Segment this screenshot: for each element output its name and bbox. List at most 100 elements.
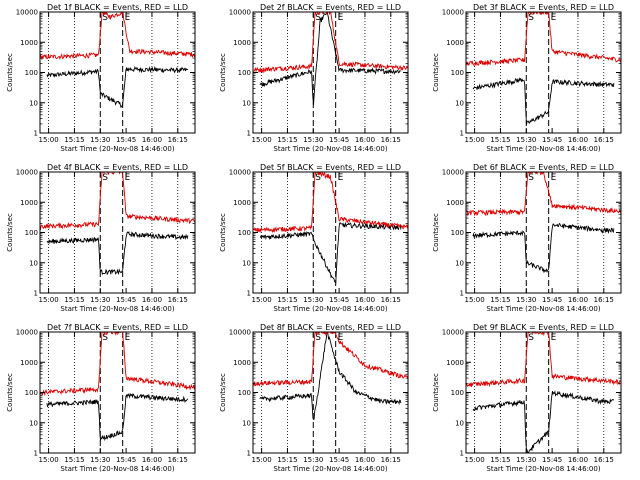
marker-label: E [125, 333, 131, 343]
chart-title: Det 1f BLACK = Events, RED = LLD [47, 3, 188, 12]
marker-label: S [102, 333, 108, 343]
chart-title: Det 7f BLACK = Events, RED = LLD [47, 323, 188, 332]
x-tick-label: 15:45 [542, 456, 562, 464]
y-tick-label: 1000 [233, 39, 251, 47]
y-tick-label: 10 [455, 419, 464, 427]
y-tick-label: 1 [247, 130, 251, 138]
y-axis-label: Counts/sec [6, 213, 14, 252]
x-tick-label: 15:00 [465, 136, 485, 144]
y-axis-label: Counts/sec [432, 213, 440, 252]
x-tick-label: 15:15 [64, 456, 84, 464]
y-tick-label: 10000 [229, 169, 251, 177]
series-line-lld [466, 332, 621, 388]
series-line-events [472, 389, 615, 453]
marker-label: E [551, 173, 557, 183]
x-tick-label: 15:30 [90, 296, 110, 304]
y-tick-label: 10 [455, 259, 464, 267]
marker-label: E [338, 13, 344, 23]
y-tick-label: 1000 [20, 199, 38, 207]
marker-label: E [338, 333, 344, 343]
x-tick-label: 15:15 [277, 136, 297, 144]
y-axis-label: Counts/sec [6, 53, 14, 92]
y-tick-label: 100 [25, 389, 38, 397]
plot-frame [252, 331, 409, 454]
plot-frame [465, 171, 622, 294]
y-tick-label: 10000 [16, 169, 38, 177]
marker-label: S [102, 173, 108, 183]
marker-label: E [125, 173, 131, 183]
y-tick-label: 100 [451, 69, 464, 77]
x-tick-label: 15:30 [303, 136, 323, 144]
x-axis-label: Start Time (20-Nov-08 14:46:00) [60, 305, 174, 313]
x-tick-label: 16:15 [381, 136, 401, 144]
y-tick-label: 10000 [229, 329, 251, 337]
y-tick-label: 10000 [16, 9, 38, 17]
marker-label: E [338, 173, 344, 183]
x-tick-label: 15:45 [329, 456, 349, 464]
x-tick-label: 15:00 [252, 456, 272, 464]
plot-frame [39, 171, 196, 294]
series-line-lld [40, 332, 195, 397]
x-tick-label: 15:00 [465, 456, 485, 464]
y-tick-label: 1000 [446, 359, 464, 367]
x-tick-label: 16:00 [568, 456, 588, 464]
y-axis-label: Counts/sec [432, 373, 440, 412]
x-tick-label: 15:15 [277, 456, 297, 464]
x-axis-label: Start Time (20-Nov-08 14:46:00) [273, 305, 387, 313]
y-tick-label: 1 [34, 290, 38, 298]
x-axis-label: Start Time (20-Nov-08 14:46:00) [60, 465, 174, 473]
y-tick-label: 1 [34, 450, 38, 458]
x-tick-label: 15:45 [329, 136, 349, 144]
y-tick-label: 10000 [16, 329, 38, 337]
chart-title: Det 4f BLACK = Events, RED = LLD [47, 163, 188, 172]
x-tick-label: 16:15 [594, 136, 614, 144]
y-tick-label: 1000 [446, 39, 464, 47]
x-tick-label: 15:45 [116, 456, 136, 464]
y-tick-label: 10 [242, 259, 251, 267]
y-tick-label: 1000 [446, 199, 464, 207]
series-line-events [46, 65, 189, 109]
marker-label: E [551, 13, 557, 23]
x-tick-label: 15:45 [329, 296, 349, 304]
series-line-lld [466, 172, 621, 217]
x-tick-label: 15:15 [64, 296, 84, 304]
series-line-events [472, 223, 615, 274]
y-tick-label: 1000 [233, 359, 251, 367]
y-tick-label: 10 [29, 99, 38, 107]
x-tick-label: 15:30 [303, 456, 323, 464]
y-tick-label: 100 [451, 389, 464, 397]
x-tick-label: 15:15 [490, 456, 510, 464]
x-tick-label: 15:30 [90, 456, 110, 464]
x-axis-label: Start Time (20-Nov-08 14:46:00) [273, 145, 387, 153]
plot-frame [465, 331, 622, 454]
x-axis-label: Start Time (20-Nov-08 14:46:00) [60, 145, 174, 153]
x-tick-label: 16:15 [168, 456, 188, 464]
x-tick-label: 16:15 [594, 296, 614, 304]
y-axis-label: Counts/sec [219, 53, 227, 92]
x-tick-label: 16:00 [355, 136, 375, 144]
series-line-lld [253, 332, 408, 387]
y-tick-label: 10 [242, 419, 251, 427]
x-tick-label: 16:15 [381, 456, 401, 464]
x-tick-label: 16:00 [355, 456, 375, 464]
x-tick-label: 16:00 [355, 296, 375, 304]
y-tick-label: 1 [460, 290, 464, 298]
x-axis-label: Start Time (20-Nov-08 14:46:00) [273, 465, 387, 473]
marker-label: S [528, 13, 534, 23]
y-tick-label: 100 [238, 389, 251, 397]
marker-label: S [102, 13, 108, 23]
x-tick-label: 16:15 [381, 296, 401, 304]
y-tick-label: 10000 [442, 169, 464, 177]
x-tick-label: 15:45 [542, 136, 562, 144]
x-tick-label: 15:15 [490, 296, 510, 304]
x-tick-label: 15:15 [490, 136, 510, 144]
y-tick-label: 10 [29, 259, 38, 267]
